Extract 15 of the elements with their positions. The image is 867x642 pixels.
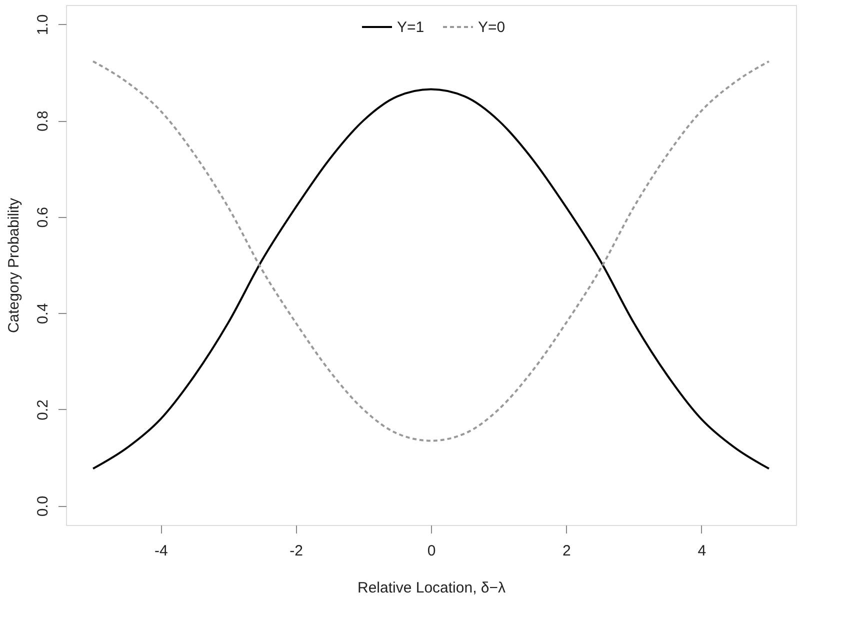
y-axis-title: Category Probability [6,197,22,334]
y-tick-label: 0.6 [34,206,52,228]
x-tick-label: -2 [290,542,303,560]
legend-label: Y=1 [397,19,424,36]
x-tick-label: 0 [427,542,436,560]
y-tick-label: 0.0 [34,496,52,517]
y-tick-label: 1.0 [34,14,52,36]
legend-label: Y=0 [478,19,506,36]
x-tick-label: 2 [562,542,571,560]
y-tick-label: 0.2 [34,400,52,420]
y-tick-label: 0.4 [34,303,52,324]
y-tick-label: 0.8 [34,110,52,132]
x-tick-label: 4 [698,542,706,560]
x-axis-title: Relative Location, δ−λ [357,580,506,596]
x-tick-label: -4 [154,542,168,560]
